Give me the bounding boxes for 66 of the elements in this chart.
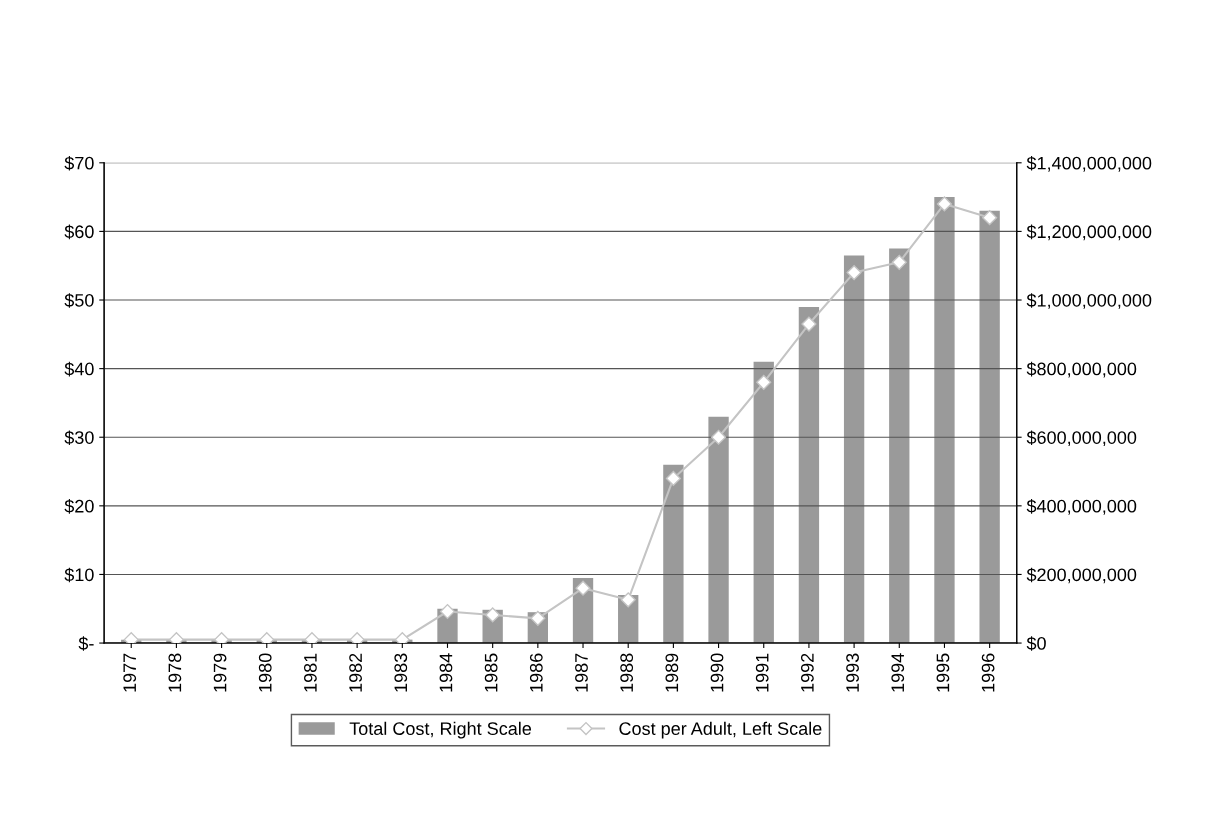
point <box>439 603 456 620</box>
y-tick-label: $30 <box>64 430 94 446</box>
bar <box>934 197 955 644</box>
point <box>801 316 817 332</box>
point <box>394 632 410 644</box>
x-tick-label: 1980 <box>258 653 272 692</box>
point <box>304 632 320 644</box>
point <box>665 470 681 486</box>
point <box>846 265 862 281</box>
x-tick-label: 1995 <box>936 653 950 692</box>
x-tick-label: 1984 <box>439 653 453 692</box>
x-tick-label: 1985 <box>484 653 498 692</box>
point <box>620 592 636 608</box>
x-tick-label: 1991 <box>755 653 769 692</box>
x-tick-label: 1987 <box>575 653 588 692</box>
point <box>710 429 727 445</box>
x-tick-label: 1983 <box>394 653 408 692</box>
point <box>982 210 998 226</box>
y-tick-label: $20 <box>64 499 94 514</box>
y2-tick-label: $1,200,000,000 <box>1026 224 1152 241</box>
x-tick-label: 1979 <box>213 653 227 692</box>
legend-label: Total Cost, Right Scale <box>349 721 532 739</box>
x-tick-label: 1981 <box>304 653 317 692</box>
y-tick-label: $- <box>78 636 94 651</box>
x-tick-label: 1978 <box>168 653 182 692</box>
x-tick-label: 1994 <box>891 653 905 692</box>
y2-tick-label: $1,000,000,000 <box>1026 293 1152 309</box>
point <box>123 632 139 644</box>
y-tick-label: $10 <box>64 567 94 583</box>
bar <box>663 464 684 644</box>
y-tick-label: $50 <box>64 293 94 308</box>
point <box>575 580 591 596</box>
point <box>214 632 230 644</box>
y-tick-label: $60 <box>64 224 94 240</box>
x-tick-label: 1986 <box>529 653 543 692</box>
y2-tick-label: $600,000,000 <box>1026 430 1137 447</box>
y2-tick-label: $0 <box>1026 636 1046 651</box>
y2-tick-label: $1,400,000,000 <box>1026 155 1152 172</box>
y-tick-label: $40 <box>64 361 94 377</box>
bar <box>708 416 729 644</box>
x-tick-label: 1996 <box>981 653 995 692</box>
bar <box>979 210 1000 644</box>
y-tick-label: $70 <box>64 155 94 171</box>
point <box>485 607 501 623</box>
point <box>756 374 772 390</box>
point <box>891 254 907 270</box>
legend-label: Cost per Adult, Left Scale <box>619 721 822 739</box>
x-tick-label: 1992 <box>800 653 814 692</box>
y2-tick-label: $200,000,000 <box>1026 567 1137 584</box>
bar <box>843 255 865 644</box>
x-tick-label: 1982 <box>349 653 362 692</box>
x-tick-label: 1977 <box>123 653 137 692</box>
x-tick-label: 1993 <box>846 653 859 692</box>
point <box>530 610 546 626</box>
point <box>936 196 953 212</box>
bar <box>889 248 910 644</box>
x-tick-label: 1990 <box>710 653 724 692</box>
x-tick-label: 1988 <box>620 653 634 692</box>
point <box>168 632 184 644</box>
x-tick-label: 1989 <box>665 653 679 692</box>
y2-tick-label: $800,000,000 <box>1026 361 1137 378</box>
bar <box>798 306 820 644</box>
bar <box>753 361 774 644</box>
y2-tick-label: $400,000,000 <box>1026 499 1137 515</box>
point <box>349 632 365 644</box>
point <box>259 632 275 644</box>
